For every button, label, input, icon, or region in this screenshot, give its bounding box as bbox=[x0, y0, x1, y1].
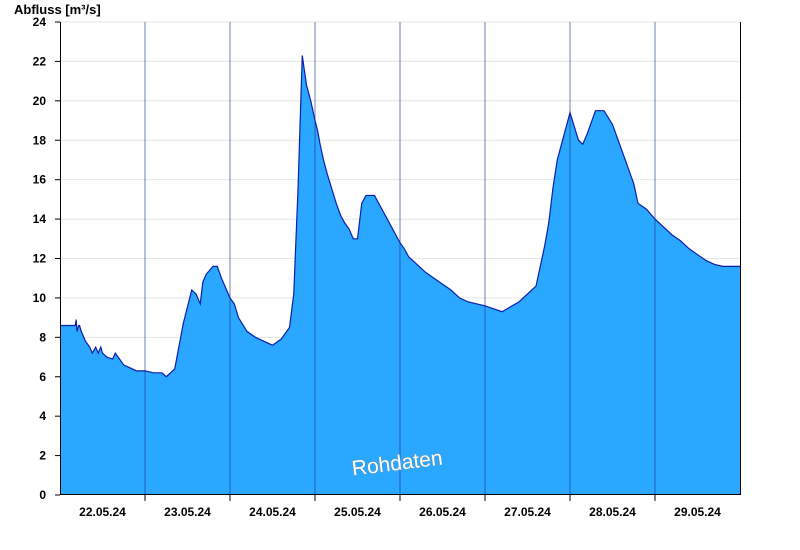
x-ticks: 22.05.24 23.05.24 24.05.24 25.05.24 26.05.24… bbox=[79, 495, 721, 519]
y-tick-label: 20 bbox=[33, 94, 47, 108]
discharge-line bbox=[60, 55, 740, 378]
y-tick-label: 16 bbox=[33, 173, 47, 187]
y-tick-label: 2 bbox=[39, 449, 46, 463]
x-tick-label: 25.05.24 bbox=[334, 505, 381, 519]
y-tick-label: 14 bbox=[33, 212, 47, 226]
y-tick-label: 4 bbox=[39, 409, 46, 423]
day-separator-lines bbox=[144, 22, 656, 495]
y-tick-label: 22 bbox=[33, 54, 47, 68]
y-axis-label: Abfluss [m³/s] bbox=[14, 2, 101, 17]
x-tick-label: 24.05.24 bbox=[249, 505, 296, 519]
x-tick-label: 27.05.24 bbox=[504, 505, 551, 519]
y-tick-label: 10 bbox=[33, 291, 47, 305]
y-tick-label: 0 bbox=[39, 488, 46, 502]
x-tick-label: 22.05.24 bbox=[79, 505, 126, 519]
x-tick-label: 28.05.24 bbox=[589, 505, 636, 519]
y-tick-label: 8 bbox=[39, 330, 46, 344]
y-tick-label: 12 bbox=[33, 252, 47, 266]
y-tick-label: 24 bbox=[33, 15, 47, 29]
y-tick-label: 6 bbox=[39, 370, 46, 384]
y-tick-label: 18 bbox=[33, 133, 47, 147]
x-tick-label: 29.05.24 bbox=[674, 505, 721, 519]
x-tick-label: 23.05.24 bbox=[164, 505, 211, 519]
x-tick-label: 26.05.24 bbox=[419, 505, 466, 519]
